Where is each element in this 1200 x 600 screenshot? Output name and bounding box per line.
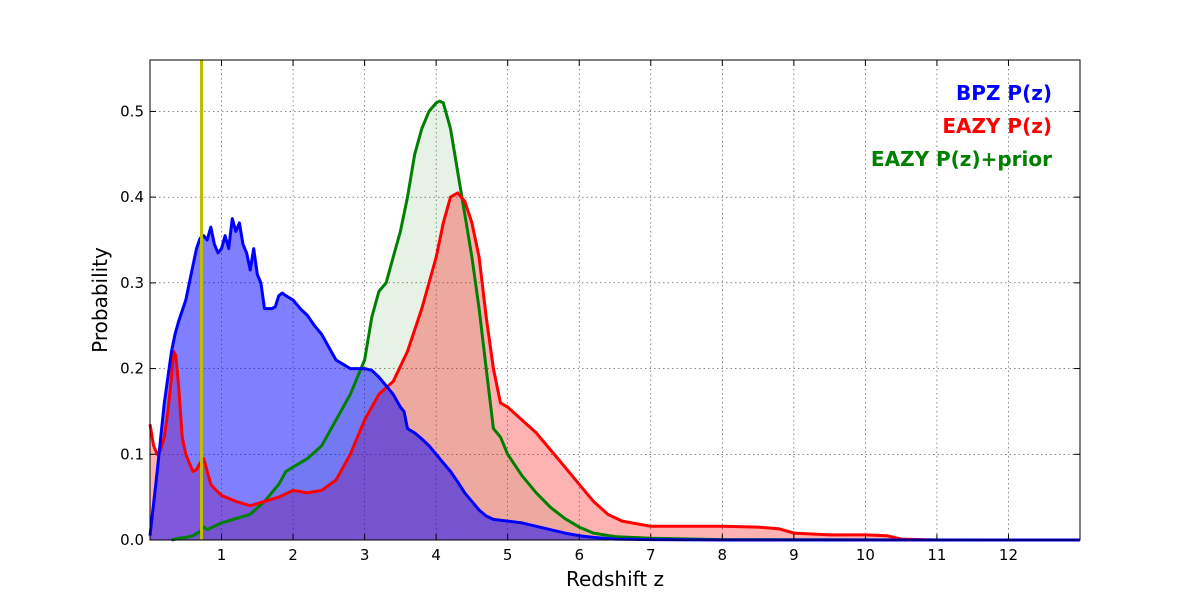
series-line-1: [148, 191, 995, 542]
x-tick-label: 5: [503, 546, 513, 564]
series-fills: [150, 101, 1080, 540]
x-tick-label: 1: [217, 546, 227, 564]
x-tick-label: 8: [718, 546, 728, 564]
y-axis-label: Probability: [88, 247, 112, 353]
x-tick-label: 4: [431, 546, 441, 564]
y-tick-label: 0.4: [120, 188, 144, 206]
series-fill-0: [150, 218, 1080, 540]
y-tick-label: 0.3: [120, 274, 144, 292]
x-tick-label: 9: [789, 546, 799, 564]
y-tick-label: 0.0: [120, 531, 144, 549]
axis-ticks: 1 2 3 4 5 6 7 8 9 10 11 120.00.10.20.30.40.5: [120, 60, 1080, 564]
series-line-0: [148, 217, 1080, 542]
legend-entry-bpz: BPZ P(z): [956, 81, 1052, 105]
y-tick-label: 0.2: [120, 360, 144, 378]
x-tick-label: 2: [288, 546, 298, 564]
x-tick-label: 11: [927, 546, 946, 564]
x-tick-label: 6: [574, 546, 584, 564]
series-line-2: [171, 99, 995, 542]
series-lines: [148, 99, 1080, 542]
x-tick-label: 7: [646, 546, 656, 564]
legend-entry-eazy: EAZY P(z): [942, 114, 1052, 138]
x-tick-label: 3: [360, 546, 370, 564]
y-tick-label: 0.1: [120, 445, 144, 463]
legend: BPZ P(z) EAZY P(z) EAZY P(z)+prior: [871, 81, 1052, 171]
x-tick-label: 10: [856, 546, 875, 564]
x-tick-label: 12: [999, 546, 1018, 564]
legend-entry-eazy-prior: EAZY P(z)+prior: [871, 147, 1052, 171]
y-tick-label: 0.5: [120, 102, 144, 120]
plot-frame: [149, 59, 1081, 541]
x-axis-label: Redshift z: [566, 567, 664, 591]
